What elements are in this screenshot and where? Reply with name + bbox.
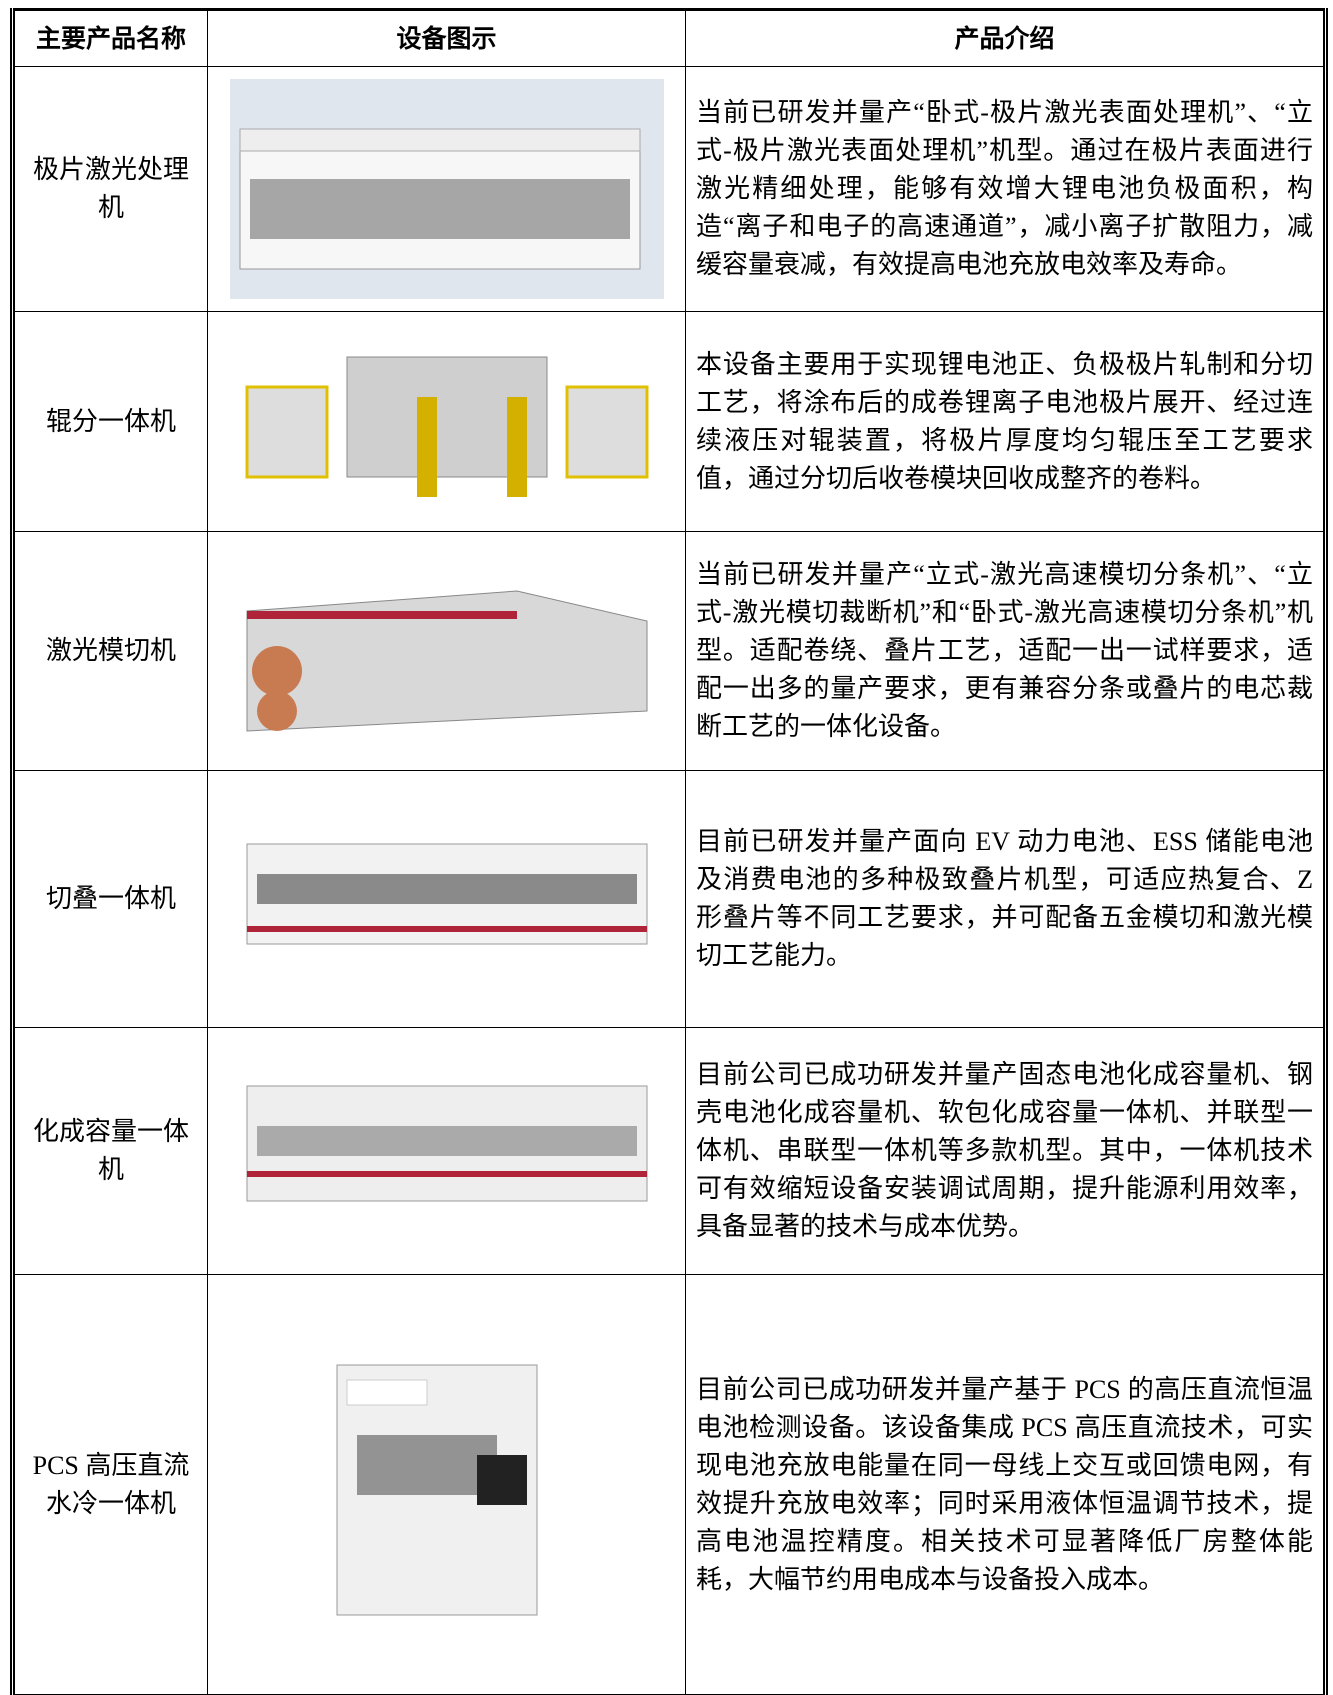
machine-image	[245, 356, 648, 497]
description: 目前已研发并量产面向 EV 动力电池、ESS 储能电池及消费电池的多种极致叠片机…	[685, 770, 1326, 1028]
product-name: 切叠一体机	[45, 884, 176, 913]
header-cell: 主要产品名称	[12, 9, 208, 67]
image-cell	[207, 66, 686, 312]
image-cell	[207, 770, 686, 1028]
product-name: 辊分一体机	[45, 406, 176, 436]
name-cell: PCS 高压直流水冷一体机	[12, 1274, 208, 1695]
description: 目前公司已成功研发并量产基于 PCS 的高压直流恒温电池检测设备。该设备集成 P…	[685, 1274, 1326, 1695]
description: 当前已研发并量产“立式-激光高速模切分条机”、“立式-激光模切裁断机”和“卧式-…	[685, 531, 1326, 771]
name-cell: 辊分一体机	[12, 311, 208, 532]
image-cell	[207, 1274, 686, 1695]
product-name: 化成容量一体机	[32, 1117, 189, 1184]
row: 激光模切机 当前已研发并量产“立式-激光高速模切分条机”、“立式-激光模切裁断机…	[12, 531, 1326, 771]
row: 切叠一体机 目前已研发并量产面向 EV 动力电池、ESS 储能电池及消费电池的多…	[12, 770, 1326, 1028]
machine-image	[229, 79, 664, 299]
image-cell	[207, 311, 686, 532]
header-cell: 产品介绍	[685, 9, 1326, 67]
row: 极片激光处理机 当前已研发并量产“卧式-极片激光表面处理机”、“立式-极片激光表…	[12, 66, 1326, 312]
product-name: 极片激光处理机	[32, 155, 189, 222]
header-row: 主要产品名称 设备图示 产品介绍	[12, 9, 1326, 67]
product-name: PCS 高压直流水冷一体机	[32, 1450, 190, 1518]
machine-image	[246, 843, 647, 945]
machine-image	[246, 590, 647, 732]
name-cell: 极片激光处理机	[12, 66, 208, 312]
image-cell	[207, 531, 686, 771]
row: 辊分一体机 本设备主要用于实现锂电池正、负极极片轧制和分切工艺，将涂布后的成卷锂…	[12, 311, 1326, 532]
description: 本设备主要用于实现锂电池正、负极极片轧制和分切工艺，将涂布后的成卷锂离子电池极片…	[685, 311, 1326, 532]
machine-image	[336, 1364, 537, 1615]
image-cell	[207, 1027, 686, 1275]
machine-image	[246, 1085, 647, 1202]
description: 目前公司已成功研发并量产固态电池化成容量机、钢壳电池化成容量机、软包化成容量一体…	[685, 1027, 1326, 1275]
product-name: 激光模切机	[45, 636, 176, 665]
product-table: 主要产品名称 设备图示 产品介绍 极片激光处理机 当前已研发并量产“卧式-极片激…	[10, 8, 1328, 1695]
row: 化成容量一体机 目前公司已成功研发并量产固态电池化成容量机、钢壳电池化成容量机、…	[12, 1027, 1326, 1275]
row: PCS 高压直流水冷一体机 目前公司已成功研发并量产基于 PCS 的高压直流恒温…	[12, 1274, 1326, 1695]
name-cell: 切叠一体机	[12, 770, 208, 1028]
name-cell: 化成容量一体机	[12, 1027, 208, 1275]
name-cell: 激光模切机	[12, 531, 208, 771]
description: 当前已研发并量产“卧式-极片激光表面处理机”、“立式-极片激光表面处理机”机型。…	[685, 66, 1326, 312]
header-cell: 设备图示	[207, 9, 686, 67]
